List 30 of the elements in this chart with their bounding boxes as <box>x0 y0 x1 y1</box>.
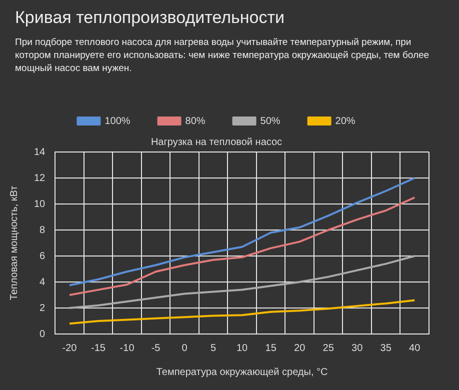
y-tick-label: 8 <box>40 224 46 236</box>
x-tick-label: 10 <box>236 342 248 354</box>
y-tick-label: 2 <box>40 302 46 314</box>
chart-subtitle: При подборе теплового насоса для нагрева воды учитывайте температурный режим, при котором планируете его использовать: чем ниже температура окружающей среды, тем более мощный насос вам нужен. <box>15 36 430 75</box>
legend-label: 80% <box>185 116 206 127</box>
y-tick-label: 14 <box>34 146 46 158</box>
x-tick-label: 25 <box>322 342 334 354</box>
x-tick-label: 35 <box>380 342 392 354</box>
y-tick-label: 10 <box>34 198 46 210</box>
legend-label: 100% <box>104 116 130 127</box>
y-tick-label: 6 <box>40 250 46 262</box>
x-tick-label: -15 <box>91 342 106 354</box>
y-tick-label: 12 <box>34 172 46 184</box>
x-axis-title: Температура окружающей среды, °C <box>156 366 328 378</box>
legend-title: Нагрузка на тепловой насос <box>150 136 282 148</box>
x-tick-label: -10 <box>120 342 135 354</box>
x-tick-label: 0 <box>182 342 188 354</box>
x-tick-label: 40 <box>409 342 421 354</box>
x-tick-label: 5 <box>210 342 217 354</box>
x-tick-label: 15 <box>265 342 277 354</box>
y-axis-title: Тепловая мощность, кВт <box>8 185 20 300</box>
x-tick-label: -5 <box>151 342 161 354</box>
x-tick-label: 20 <box>294 342 306 354</box>
legend-label: 50% <box>260 116 280 127</box>
x-tick-label: 30 <box>352 342 364 354</box>
y-tick-label: 0 <box>40 328 46 340</box>
legend-label: 20% <box>335 116 356 127</box>
x-tick-label: -20 <box>62 342 78 354</box>
chart-title: Кривая теплопроизводительности <box>15 8 285 28</box>
y-tick-label: 4 <box>40 276 46 288</box>
